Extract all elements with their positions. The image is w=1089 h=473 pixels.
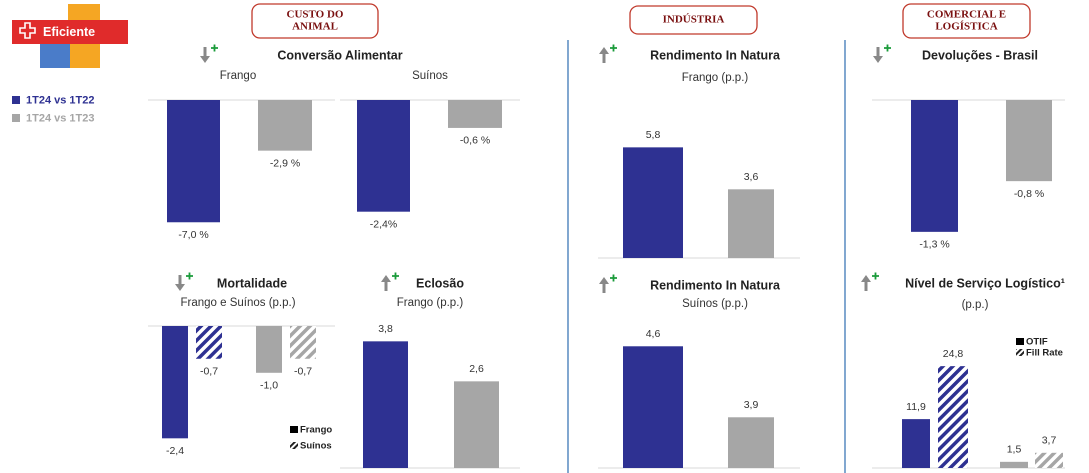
bar bbox=[902, 419, 930, 468]
data-label: -0,7 bbox=[294, 366, 312, 378]
section-box bbox=[251, 3, 379, 39]
data-label: 3,6 bbox=[744, 171, 759, 183]
chart-subtitle: Frango bbox=[220, 70, 256, 82]
plus-icon bbox=[610, 44, 617, 52]
bar bbox=[911, 100, 958, 232]
data-label: 24,8 bbox=[943, 348, 964, 360]
chart-title: Devoluções - Brasil bbox=[922, 48, 1038, 62]
arrow-icon bbox=[175, 284, 185, 291]
data-label: -1,0 bbox=[260, 380, 278, 392]
plus-icon bbox=[392, 272, 399, 280]
data-label: 5,8 bbox=[646, 129, 661, 141]
legend-label: Frango bbox=[300, 425, 332, 436]
section-box bbox=[629, 5, 758, 35]
plus-icon bbox=[186, 272, 193, 280]
legend-label: 1T24 vs 1T23 bbox=[26, 112, 95, 124]
bar bbox=[623, 147, 683, 258]
chart-title: Eclosão bbox=[416, 276, 464, 290]
bar bbox=[290, 326, 316, 359]
chart-title: Conversão Alimentar bbox=[277, 48, 402, 62]
legend-swatch bbox=[12, 114, 20, 122]
data-label: 11,9 bbox=[906, 401, 926, 413]
bar bbox=[357, 100, 410, 212]
logo: Eficiente bbox=[12, 4, 128, 68]
plus-icon bbox=[211, 44, 218, 52]
bar bbox=[363, 341, 408, 468]
chart-subtitle: Suínos (p.p.) bbox=[682, 298, 748, 310]
data-label: -0,6 % bbox=[460, 135, 490, 147]
chart-title: Rendimento In Natura bbox=[650, 48, 781, 62]
chart-subtitle: Frango (p.p.) bbox=[397, 297, 464, 309]
bar bbox=[256, 326, 282, 373]
legend-swatch bbox=[290, 426, 298, 433]
bar bbox=[728, 189, 774, 258]
plus-icon bbox=[872, 272, 879, 280]
data-label: -1,3 % bbox=[919, 239, 949, 251]
chart-subtitle: (p.p.) bbox=[962, 299, 989, 311]
bar bbox=[623, 346, 683, 468]
arrow-icon bbox=[861, 275, 871, 282]
bar bbox=[728, 417, 774, 468]
data-label: -2,9 % bbox=[270, 157, 300, 169]
bar bbox=[448, 100, 502, 128]
data-label: 3,8 bbox=[378, 323, 393, 335]
bar bbox=[1006, 100, 1052, 182]
legend-label: Fill Rate bbox=[1026, 348, 1063, 359]
bar bbox=[167, 100, 220, 223]
bar bbox=[258, 100, 312, 151]
section-title: LOGÍSTICA bbox=[935, 21, 997, 33]
legend-swatch bbox=[1016, 338, 1024, 345]
bar bbox=[1035, 452, 1063, 468]
bar bbox=[938, 366, 968, 468]
section-title: INDÚSTRIA bbox=[663, 14, 725, 26]
data-label: 2,6 bbox=[469, 363, 484, 375]
data-label: -2,4 bbox=[166, 445, 184, 457]
data-label: -0,8 % bbox=[1014, 188, 1044, 200]
logo-text: Eficiente bbox=[43, 25, 95, 39]
section-title: ANIMAL bbox=[292, 21, 338, 33]
bar bbox=[454, 381, 499, 468]
data-label: 1,5 bbox=[1007, 444, 1022, 456]
arrow-icon bbox=[599, 277, 609, 284]
chart-subtitle: Frango (p.p.) bbox=[682, 72, 749, 84]
legend-swatch bbox=[12, 96, 20, 104]
data-label: 4,6 bbox=[646, 328, 661, 340]
legend-label: 1T24 vs 1T22 bbox=[26, 94, 95, 106]
legend-label: Suínos bbox=[300, 441, 332, 452]
arrow-icon bbox=[873, 56, 883, 63]
data-label: -7,0 % bbox=[178, 229, 208, 241]
chart-title: Mortalidade bbox=[217, 276, 287, 290]
section-box bbox=[902, 3, 1031, 39]
arrow-icon bbox=[599, 47, 609, 54]
plus-icon bbox=[610, 274, 617, 282]
plus-icon bbox=[884, 44, 891, 52]
legend-swatch bbox=[1016, 349, 1024, 356]
legend-swatch bbox=[290, 442, 298, 449]
section-title: COMERCIAL E bbox=[927, 9, 1006, 21]
bar bbox=[1000, 461, 1028, 468]
data-label: -2,4% bbox=[370, 218, 397, 230]
data-label: 3,9 bbox=[744, 399, 759, 411]
chart-title: Rendimento In Natura bbox=[650, 278, 781, 292]
section-title: CUSTO DO bbox=[287, 9, 344, 21]
legend-label: OTIF bbox=[1026, 337, 1048, 348]
bar bbox=[196, 326, 222, 359]
data-label: -0,7 bbox=[200, 366, 218, 378]
chart-title: Nível de Serviço Logístico¹ bbox=[905, 276, 1065, 290]
chart-subtitle: Suínos bbox=[412, 70, 448, 82]
arrow-icon bbox=[200, 56, 210, 63]
data-label: 3,7 bbox=[1042, 435, 1057, 447]
arrow-icon bbox=[381, 275, 391, 282]
bar bbox=[162, 326, 188, 439]
chart-subtitle: Frango e Suínos (p.p.) bbox=[180, 297, 295, 309]
